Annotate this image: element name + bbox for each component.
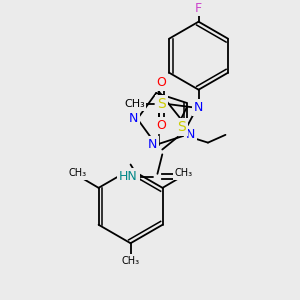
Text: CH₃: CH₃	[68, 168, 86, 178]
Text: O: O	[157, 119, 166, 132]
Text: N: N	[148, 138, 157, 151]
Text: O: O	[157, 76, 166, 89]
Text: CH₃: CH₃	[122, 256, 140, 266]
Text: HN: HN	[119, 170, 138, 183]
Text: CH₃: CH₃	[175, 168, 193, 178]
Text: S: S	[177, 120, 186, 134]
Text: S: S	[157, 97, 166, 111]
Text: CH₃: CH₃	[124, 99, 145, 109]
Text: N: N	[129, 112, 138, 125]
Text: F: F	[195, 2, 202, 15]
Text: N: N	[186, 128, 195, 141]
Text: O: O	[180, 170, 190, 183]
Text: N: N	[194, 101, 203, 114]
